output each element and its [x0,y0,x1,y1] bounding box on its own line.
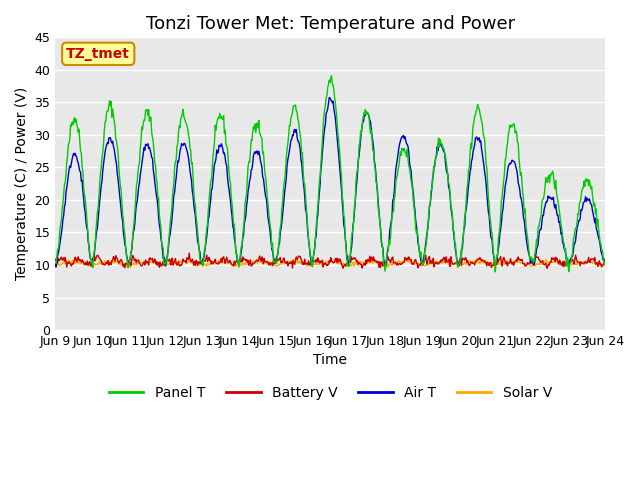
Panel T [174,142,182,147]
Line: Air T: Air T [55,97,605,269]
Battery V [415,262,422,268]
Legend: Panel T, Battery V, Air T, Solar V: Panel T, Battery V, Air T, Solar V [103,380,557,405]
Solar V [127,264,134,270]
Title: Tonzi Tower Met: Temperature and Power: Tonzi Tower Met: Temperature and Power [146,15,515,33]
Air T [61,201,69,207]
X-axis label: Time: Time [314,353,348,368]
Battery V [61,254,69,260]
Solar V [204,261,211,266]
Panel T [328,73,335,79]
Solar V [328,256,335,262]
Air T [399,134,406,140]
Panel T [118,199,125,204]
Solar V [61,260,69,265]
Battery V [51,258,59,264]
Panel T [203,226,211,231]
Battery V [174,262,182,267]
Line: Battery V: Battery V [55,253,605,268]
Battery V [204,259,211,264]
Solar V [602,262,609,268]
Air T [203,233,211,239]
Battery V [399,260,406,266]
Panel T [61,180,69,185]
Air T [415,243,422,249]
Air T [174,158,182,164]
Air T [325,95,333,100]
Battery V [339,265,347,271]
Solar V [399,258,406,264]
Battery V [186,250,193,256]
Battery V [118,258,125,264]
Solar V [51,263,59,269]
Line: Solar V: Solar V [55,259,605,267]
Solar V [175,259,182,264]
Panel T [398,145,406,151]
Air T [602,261,609,266]
Air T [118,214,125,220]
Y-axis label: Temperature (C) / Power (V): Temperature (C) / Power (V) [15,87,29,280]
Air T [381,266,389,272]
Panel T [51,261,59,266]
Text: TZ_tmet: TZ_tmet [67,47,130,61]
Solar V [118,262,125,268]
Battery V [602,258,609,264]
Air T [51,262,59,267]
Panel T [492,269,499,275]
Panel T [602,262,609,268]
Line: Panel T: Panel T [55,76,605,272]
Panel T [414,233,422,239]
Solar V [415,261,422,266]
